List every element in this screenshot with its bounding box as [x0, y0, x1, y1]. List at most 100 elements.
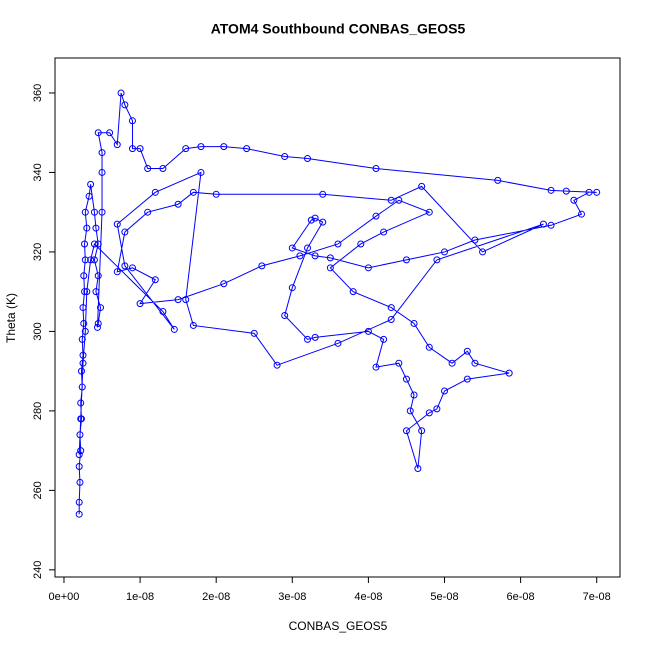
point [151, 188, 159, 196]
point [380, 335, 388, 343]
point [189, 321, 197, 329]
point [395, 196, 403, 204]
point [307, 216, 315, 224]
point [121, 262, 129, 270]
point [98, 149, 106, 157]
point [387, 315, 395, 323]
point [372, 164, 380, 172]
point [94, 319, 102, 327]
point [97, 304, 105, 312]
point [418, 182, 426, 190]
point [78, 335, 86, 343]
point [212, 190, 220, 198]
x-tick-label: 6e-08 [507, 591, 535, 603]
point [128, 264, 136, 272]
point [113, 268, 121, 276]
point [372, 212, 380, 220]
point [570, 196, 578, 204]
point [144, 208, 152, 216]
point [90, 240, 98, 248]
point [77, 399, 85, 407]
point [471, 359, 479, 367]
point [395, 359, 403, 367]
point [81, 240, 89, 248]
point [159, 164, 167, 172]
point [80, 319, 88, 327]
y-tick-label: 340 [32, 163, 44, 181]
point [311, 252, 319, 260]
point [117, 89, 125, 97]
point [593, 188, 601, 196]
point [585, 188, 593, 196]
point [281, 153, 289, 161]
y-tick-label: 320 [32, 243, 44, 261]
point [311, 214, 319, 222]
point [80, 272, 88, 280]
point [250, 329, 258, 337]
point [463, 375, 471, 383]
point [77, 415, 85, 423]
x-axis-label: CONBAS_GEOS5 [289, 619, 388, 633]
point [121, 228, 129, 236]
point [311, 333, 319, 341]
point [304, 155, 312, 163]
point [463, 347, 471, 355]
point [562, 187, 570, 195]
point [577, 210, 585, 218]
point [372, 363, 380, 371]
point [425, 343, 433, 351]
point [494, 176, 502, 184]
point [92, 224, 100, 232]
y-axis-label: Theta (K) [4, 293, 18, 343]
point [471, 236, 479, 244]
point [113, 141, 121, 149]
point [402, 256, 410, 264]
point [121, 101, 129, 109]
point [441, 248, 449, 256]
point [281, 312, 289, 320]
x-tick-label: 3e-08 [278, 591, 306, 603]
chart-title: ATOM4 Southbound CONBAS_GEOS5 [211, 21, 466, 37]
point [197, 143, 205, 151]
point [83, 288, 91, 296]
point [106, 129, 114, 137]
point [402, 375, 410, 383]
point [334, 240, 342, 248]
point [288, 244, 296, 252]
point [418, 427, 426, 435]
point [357, 240, 365, 248]
point [81, 327, 89, 335]
point [76, 478, 84, 486]
point [92, 288, 100, 296]
x-tick-label: 1e-08 [126, 591, 154, 603]
point [410, 319, 418, 327]
point [364, 327, 372, 335]
point [151, 276, 159, 284]
point [87, 256, 95, 264]
point [197, 168, 205, 176]
point [304, 244, 312, 252]
point [220, 280, 228, 288]
point [479, 248, 487, 256]
point [441, 387, 449, 395]
point [83, 224, 91, 232]
x-tick-label: 5e-08 [430, 591, 458, 603]
point [75, 510, 83, 518]
point [159, 308, 167, 316]
point [85, 192, 93, 200]
point [174, 200, 182, 208]
point [243, 145, 251, 153]
point [296, 252, 304, 260]
point [433, 256, 441, 264]
point [402, 427, 410, 435]
point [319, 190, 327, 198]
point [406, 407, 414, 415]
point [128, 117, 136, 125]
point [77, 447, 85, 455]
point [380, 228, 388, 236]
point [79, 351, 87, 359]
point [448, 359, 456, 367]
point [387, 304, 395, 312]
